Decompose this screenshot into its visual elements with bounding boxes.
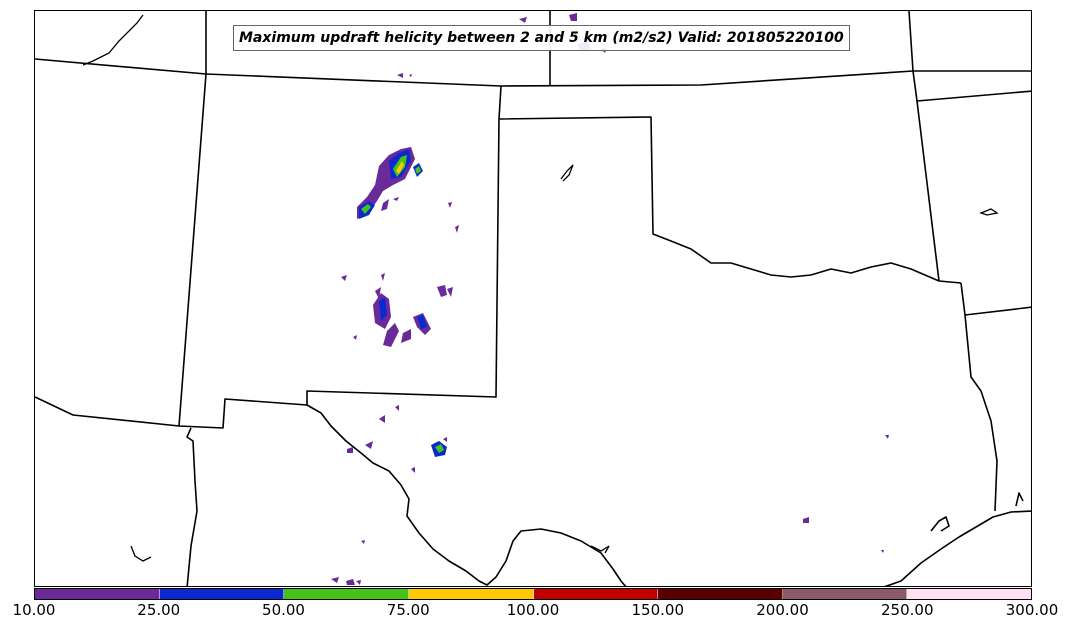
uh-patch-low bbox=[365, 441, 373, 449]
uh-patch-low bbox=[379, 415, 385, 423]
colorbar-tick-label: 250.00 bbox=[881, 601, 934, 619]
uh-patch-low bbox=[393, 197, 399, 201]
uh-patch-low bbox=[395, 405, 399, 411]
uh-patch-low bbox=[885, 435, 889, 439]
uh-patch-low bbox=[397, 73, 403, 78]
uh-patch-low bbox=[383, 323, 399, 347]
uh-patch-mid bbox=[379, 297, 387, 321]
storm-cluster-texas bbox=[331, 405, 889, 585]
coast-inlet bbox=[1015, 492, 1024, 507]
uh-patch-low bbox=[455, 225, 459, 233]
map-title: Maximum updraft helicity between 2 and 5… bbox=[233, 25, 850, 51]
uh-patch-low bbox=[447, 287, 453, 297]
uh-patch-low bbox=[803, 517, 809, 523]
uh-patch-high bbox=[415, 166, 421, 174]
border-ks-mo bbox=[908, 11, 1031, 102]
uh-patch-low bbox=[443, 437, 447, 442]
uh-patch-low bbox=[375, 287, 381, 299]
lake-mo bbox=[979, 208, 999, 216]
uh-patch-peak bbox=[396, 161, 404, 174]
uh-patch-low bbox=[409, 74, 412, 77]
colorbar-tick-label: 150.00 bbox=[631, 601, 685, 619]
colorbar bbox=[34, 588, 1032, 600]
uh-patch-low bbox=[331, 577, 339, 583]
colorbar-tick-label: 10.00 bbox=[12, 601, 56, 619]
colorbar-tick-labels: 10.00 25.00 50.00 75.00 100.00 150.00 200.00 25… bbox=[0, 600, 1070, 630]
colorbar-tick-label: 50.00 bbox=[262, 601, 305, 619]
uh-patch-low bbox=[356, 580, 361, 585]
uh-patch-low bbox=[361, 540, 365, 544]
uh-patch-low bbox=[381, 273, 385, 281]
map-panel: Maximum updraft helicity between 2 and 5… bbox=[34, 10, 1032, 587]
colorbar-segment-2 bbox=[159, 589, 285, 599]
border-nm-tx bbox=[306, 85, 502, 405]
colorbar-tick-label: 75.00 bbox=[386, 601, 430, 619]
uh-patch-low bbox=[346, 579, 355, 585]
colorbar-segment-3 bbox=[284, 589, 409, 599]
border-rio-grande bbox=[306, 404, 627, 586]
helicity-field bbox=[331, 13, 889, 585]
uh-patch-high bbox=[435, 444, 444, 453]
state-borders bbox=[35, 11, 1031, 586]
border-mexico-az bbox=[186, 427, 198, 586]
border-ok-ar bbox=[916, 100, 940, 282]
colorbar-segment-8 bbox=[907, 589, 1031, 599]
uh-patch-low bbox=[353, 335, 357, 340]
colorbar-segment-5 bbox=[533, 589, 659, 599]
uh-patch-low bbox=[569, 13, 577, 21]
map-canvas bbox=[35, 11, 1031, 586]
uh-patch-low bbox=[347, 447, 353, 453]
lake-ks bbox=[560, 164, 574, 182]
uh-patch-low bbox=[411, 467, 415, 473]
uh-patch-low bbox=[341, 275, 347, 281]
storm-cluster-central bbox=[341, 202, 459, 347]
colorbar-tick-label: 100.00 bbox=[506, 601, 560, 619]
colorbar-segment-6 bbox=[658, 589, 783, 599]
uh-patch-high bbox=[361, 204, 371, 214]
uh-patch-low bbox=[437, 285, 447, 297]
reservoir-tx bbox=[590, 545, 610, 554]
colorbar-segment-4 bbox=[408, 589, 534, 599]
water-features bbox=[82, 14, 999, 562]
uh-patch-low bbox=[881, 550, 884, 553]
coast-bay bbox=[930, 516, 950, 532]
reservoir-az bbox=[130, 545, 152, 562]
storm-cluster-north bbox=[357, 147, 423, 219]
uh-patch-mid bbox=[417, 315, 427, 329]
uh-patch-low bbox=[519, 17, 527, 23]
border-ar-la bbox=[960, 282, 1031, 316]
colorbar-tick-label: 200.00 bbox=[756, 601, 809, 619]
gulf-coastline bbox=[884, 510, 1031, 586]
colorbar-tick-label: 25.00 bbox=[137, 601, 181, 619]
border-tx-la bbox=[964, 314, 998, 512]
border-north bbox=[35, 58, 1031, 87]
uh-patch-low bbox=[381, 199, 389, 211]
uh-patch-low bbox=[448, 202, 452, 208]
colorbar-segment-1 bbox=[35, 589, 160, 599]
colorbar-tick-label: 300.00 bbox=[1005, 601, 1059, 619]
border-nm-az bbox=[178, 73, 308, 429]
colorbar-segment-7 bbox=[782, 589, 908, 599]
lake-shoreline bbox=[82, 14, 144, 66]
border-ok-tx bbox=[498, 116, 962, 284]
uh-patch-low bbox=[401, 329, 411, 343]
border-ca-az bbox=[35, 396, 180, 427]
